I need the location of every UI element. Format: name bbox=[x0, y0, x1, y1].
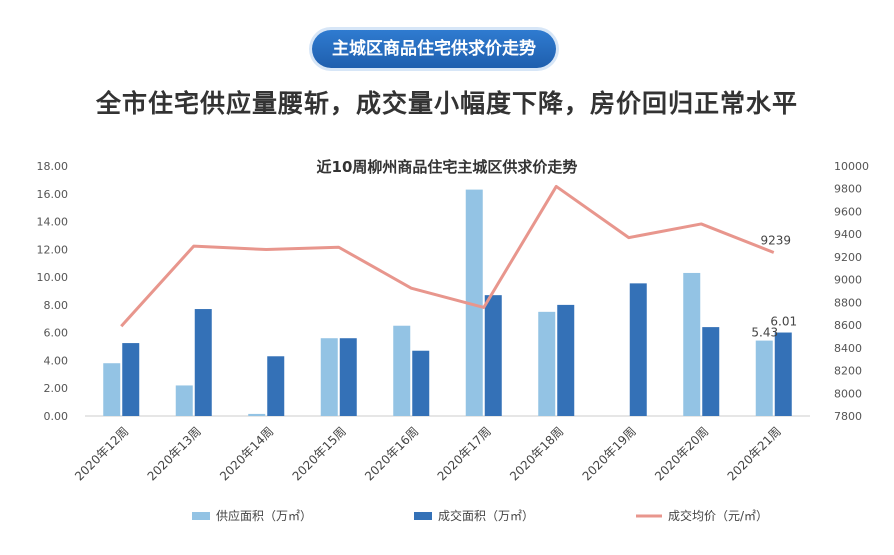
supply-bar bbox=[465, 189, 483, 416]
legend-swatch-deal bbox=[414, 512, 432, 520]
x-tick-label: 2020年17周 bbox=[435, 424, 494, 483]
left-tick-label: 14.00 bbox=[37, 216, 69, 229]
right-tick-label: 8400 bbox=[834, 342, 862, 355]
left-tick-label: 0.00 bbox=[44, 410, 69, 423]
deal-bar bbox=[484, 295, 502, 416]
deal-bar bbox=[629, 283, 647, 416]
deal-bar bbox=[339, 338, 357, 416]
supply-bar bbox=[103, 363, 121, 416]
left-tick-label: 16.00 bbox=[37, 188, 69, 201]
supply-bar bbox=[393, 325, 411, 416]
page-headline: 全市住宅供应量腰斩，成交量小幅度下降，房价回归正常水平 bbox=[95, 89, 798, 118]
supply-bar bbox=[683, 272, 701, 416]
right-tick-label: 8200 bbox=[834, 365, 862, 378]
deal-last-label: 6.01 bbox=[770, 315, 797, 329]
supply-bar bbox=[320, 338, 338, 416]
price-last-label: 9239 bbox=[760, 233, 791, 247]
supply-bar bbox=[538, 311, 556, 416]
chart-title: 近10周柳州商品住宅主城区供求价走势 bbox=[317, 158, 578, 176]
legend-label-price: 成交均价（元/㎡） bbox=[668, 508, 768, 523]
deal-bar bbox=[557, 304, 575, 416]
right-tick-label: 9200 bbox=[834, 251, 862, 264]
x-tick-label: 2020年21周 bbox=[725, 424, 784, 483]
deal-bar bbox=[702, 327, 720, 416]
left-tick-label: 6.00 bbox=[44, 327, 69, 340]
right-tick-label: 9400 bbox=[834, 228, 862, 241]
right-tick-label: 8800 bbox=[834, 296, 862, 309]
supply-bar bbox=[248, 413, 266, 416]
right-tick-label: 10000 bbox=[834, 160, 869, 173]
x-tick-label: 2020年14周 bbox=[217, 424, 276, 483]
x-tick-label: 2020年20周 bbox=[652, 424, 711, 483]
supply-last-label: 5.43 bbox=[751, 326, 778, 340]
x-tick-label: 2020年12周 bbox=[72, 424, 131, 483]
legend-label-deal: 成交面积（万㎡） bbox=[438, 508, 534, 523]
legend-label-supply: 供应面积（万㎡） bbox=[216, 508, 312, 523]
section-badge: 主城区商品住宅供求价走势 bbox=[312, 30, 556, 68]
legend: 供应面积（万㎡） 成交面积（万㎡） 成交均价（元/㎡） bbox=[192, 508, 768, 523]
supply-bar bbox=[755, 340, 773, 416]
legend-swatch-supply bbox=[192, 512, 210, 520]
price-line bbox=[120, 184, 775, 328]
left-axis: 0.00 2.00 4.00 6.00 8.00 10.00 12.00 14.00 16.00… bbox=[37, 160, 69, 423]
right-tick-label: 9600 bbox=[834, 205, 862, 218]
x-tick-label: 2020年18周 bbox=[507, 424, 566, 483]
price-line-series bbox=[120, 184, 775, 328]
bar-series bbox=[103, 189, 792, 416]
deal-bar bbox=[267, 356, 285, 416]
right-tick-label: 8600 bbox=[834, 319, 862, 332]
right-tick-label: 8000 bbox=[834, 387, 862, 400]
right-tick-label: 9000 bbox=[834, 274, 862, 287]
data-labels: 5.436.01 9239 bbox=[751, 233, 797, 339]
x-tick-label: 2020年15周 bbox=[290, 424, 349, 483]
x-tick-label: 2020年13周 bbox=[145, 424, 204, 483]
left-tick-label: 8.00 bbox=[44, 299, 69, 312]
deal-bar bbox=[412, 350, 430, 416]
deal-bar bbox=[194, 309, 212, 416]
deal-bar bbox=[122, 343, 140, 416]
x-axis-labels: 2020年12周 2020年13周 2020年14周 2020年15周 2020年16周… bbox=[72, 424, 784, 483]
x-tick-label: 2020年19周 bbox=[580, 424, 639, 483]
right-tick-label: 7800 bbox=[834, 410, 862, 423]
left-tick-label: 4.00 bbox=[44, 354, 69, 367]
supply-bar bbox=[175, 385, 193, 416]
right-tick-label: 9800 bbox=[834, 183, 862, 196]
left-tick-label: 2.00 bbox=[44, 382, 69, 395]
left-tick-label: 18.00 bbox=[37, 160, 69, 173]
deal-bar bbox=[774, 332, 792, 416]
left-tick-label: 12.00 bbox=[37, 243, 69, 256]
x-tick-label: 2020年16周 bbox=[362, 424, 421, 483]
right-axis: 7800 8000 8200 8400 8600 8800 9000 9200 9400 9600… bbox=[834, 160, 869, 423]
left-tick-label: 10.00 bbox=[37, 271, 69, 284]
